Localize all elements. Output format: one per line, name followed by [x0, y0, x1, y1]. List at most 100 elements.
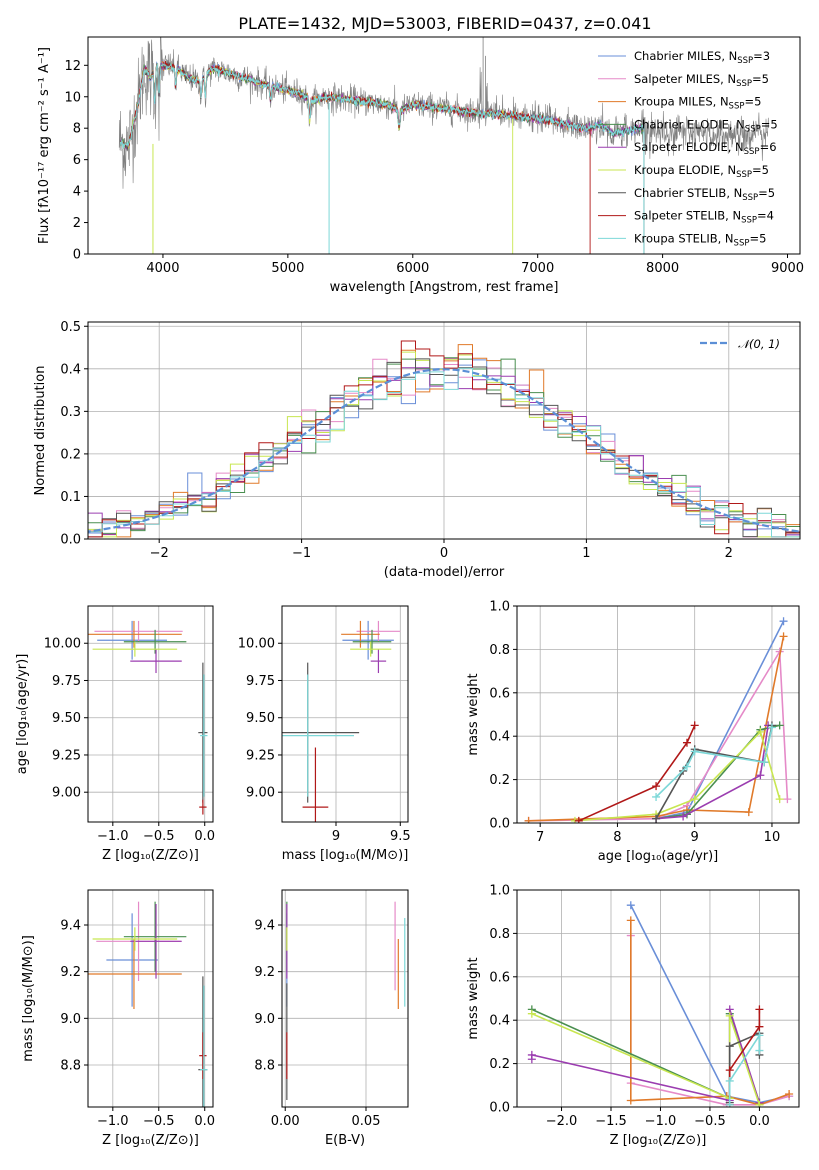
- histogram-xtick-label: 2: [725, 546, 733, 561]
- weight-vs-z-marker-kroupa_miles: [626, 916, 635, 925]
- spectrum-ytick-label: 2: [73, 216, 81, 231]
- mass-vs-ebv-xtick-label: 0.00: [271, 1114, 300, 1129]
- histogram-legend: 𝒩(0, 1): [700, 337, 780, 351]
- weight-vs-z-ytick-label: 1.0: [489, 884, 510, 899]
- age-vs-mass-xtick-label: 9.5: [390, 829, 411, 844]
- weight-vs-age-xlabel: age [log₁₀(age/yr)]: [598, 849, 719, 864]
- weight-vs-z-xtick-label: −0.5: [694, 1114, 726, 1129]
- age-vs-z-xtick-label: −1.0: [97, 829, 129, 844]
- weight-vs-age-spines: [516, 605, 800, 824]
- spectrum-legend: Chabrier MILES, NSSP=3 Salpeter MILES, NS…: [598, 49, 778, 248]
- histogram-salpeter_stelib: [88, 340, 800, 538]
- age-vs-z-ytick-label: 9.25: [52, 748, 81, 763]
- mass-vs-ebv-ytick-label: 9.4: [254, 919, 275, 934]
- weight-vs-z-ytick-label: 0.2: [489, 1057, 510, 1072]
- mass-vs-ebv-spines: [281, 889, 409, 1108]
- mass-vs-ebv-frame: 0.00 0.05 8.8 9.0 9.2 9.4 E(B-V): [254, 889, 409, 1148]
- legend-label-salpeter_elodie: Salpeter ELODIE, NSSP=6: [634, 140, 777, 157]
- spectrum-xtick-label: 6000: [396, 261, 429, 276]
- legend-label-salpeter_stelib: Salpeter STELIB, NSSP=4: [634, 209, 774, 226]
- weight-vs-z-xtick-label: −2.0: [546, 1114, 578, 1129]
- weight-vs-age-xtick-label: 9: [691, 830, 699, 845]
- weight-vs-age-frame: 7 8 9 10 0.0 0.2 0.4 0.6 0.8 1.0 age [log₁₀(age/yr…: [466, 600, 800, 864]
- weight-vs-z-marker-kroupa_elodie: [527, 1009, 536, 1018]
- histogram-ytick-label: 0.2: [60, 447, 81, 462]
- weight-vs-z-marker-salpeter_elodie: [527, 1050, 536, 1059]
- weight-vs-age-ytick-label: 1.0: [489, 600, 510, 615]
- age-vs-mass-ytick-label: 9.75: [246, 674, 275, 689]
- spectrum-xtick-label: 4000: [146, 261, 179, 276]
- weight-vs-z-frame: −2.0 −1.5 −1.0 −0.5 0.0 0.0 0.2 0.4 0.6 0.8 1.0 Z […: [466, 884, 800, 1148]
- weight-vs-age-ytick-label: 0.2: [489, 773, 510, 788]
- weight-vs-z-marker-kroupa_stelib: [755, 1046, 764, 1055]
- weight-vs-z-marker-kroupa_stelib: [725, 1076, 734, 1085]
- age-vs-z-xlabel: Z [log₁₀(Z/Z⊙)]: [102, 848, 199, 863]
- histogram-xtick-label: 1: [582, 546, 590, 561]
- histogram-ytick-label: 0.0: [60, 533, 81, 548]
- legend-label-kroupa_stelib: Kroupa STELIB, NSSP=5: [634, 231, 766, 248]
- mass-vs-z-plot-area: [88, 901, 208, 1107]
- histogram-kroupa_stelib: [88, 367, 800, 538]
- weight-vs-age-marker-kroupa_miles: [524, 816, 533, 823]
- weight-vs-age-xtick-label: 7: [536, 830, 544, 845]
- weight-vs-z-spines: [516, 889, 800, 1108]
- mass-vs-ebv-ytick-label: 9.0: [254, 1012, 275, 1027]
- spectrum-ytick-label: 8: [73, 122, 81, 137]
- weight-vs-age-ytick-label: 0.4: [489, 730, 510, 745]
- spectrum-model-kroupa_stelib: [120, 62, 645, 254]
- weight-vs-age-line-salpeter_elodie: [656, 725, 769, 820]
- weight-vs-age-marker-kroupa_elodie: [756, 727, 765, 736]
- weight-vs-age-ytick-label: 0.8: [489, 643, 510, 658]
- weight-vs-z-xtick-label: −1.0: [645, 1114, 677, 1129]
- spectrum-xtick-label: 5000: [271, 261, 304, 276]
- weight-vs-z-marker-salpeter_stelib: [725, 1066, 734, 1075]
- spectrum-ytick-label: 0: [73, 248, 81, 263]
- weight-vs-z-marker-kroupa_stelib: [755, 1031, 764, 1040]
- mass-vs-z-xtick-label: −0.5: [143, 1114, 175, 1129]
- age-vs-z-ytick-label: 9.50: [52, 711, 81, 726]
- spectrum-spines: [87, 36, 801, 255]
- histogram-ytick-label: 0.1: [60, 490, 81, 505]
- age-vs-mass-xtick-label: 9: [332, 829, 340, 844]
- weight-vs-age-ytick-label: 0.0: [489, 817, 510, 832]
- spectrum-ytick-label: 6: [73, 153, 81, 168]
- histogram-ytick-label: 0.4: [60, 362, 81, 377]
- mass-vs-ebv-xlabel: E(B-V): [325, 1133, 365, 1148]
- normal-curve: [88, 368, 800, 533]
- age-vs-mass-axes: [282, 606, 408, 822]
- weight-vs-z-marker-chabrier_miles: [626, 901, 635, 910]
- age-vs-z-ytick-label: 9.00: [52, 786, 81, 801]
- age-vs-z-ytick-label: 9.75: [52, 674, 81, 689]
- weight-vs-z-xtick-label: −1.5: [595, 1114, 627, 1129]
- weight-vs-z-marker-kroupa_stelib: [725, 1100, 734, 1107]
- weight-vs-z-ytick-label: 0.6: [489, 970, 510, 985]
- age-vs-mass-ytick-label: 9.25: [246, 748, 275, 763]
- mass-vs-ebv-xtick-label: 0.05: [352, 1114, 381, 1129]
- weight-vs-age-marker-kroupa_stelib: [690, 747, 699, 756]
- weight-vs-z-marker-kroupa_elodie: [755, 1100, 764, 1107]
- weight-vs-z-marker-salpeter_stelib: [755, 1022, 764, 1031]
- weight-vs-age-ytick-label: 0.6: [489, 686, 510, 701]
- weight-vs-age-marker-kroupa_stelib: [682, 762, 691, 771]
- weight-vs-z-marker-salpeter_stelib: [755, 1005, 764, 1014]
- mass-vs-z-xtick-label: 0.0: [194, 1114, 215, 1129]
- age-vs-mass-xlabel: mass [log₁₀(M/M⊙)]: [282, 848, 409, 863]
- legend-label-kroupa_elodie: Kroupa ELODIE, NSSP=5: [634, 163, 769, 180]
- mass-vs-z-ytick-label: 9.2: [60, 965, 81, 980]
- mass-vs-ebv-plot-area: [286, 901, 406, 1100]
- legend-label-kroupa_miles: Kroupa MILES, NSSP=5: [634, 95, 761, 112]
- histogram-xtick-label: −1: [292, 546, 311, 561]
- weight-vs-z-xlabel: Z [log₁₀(Z/Z⊙)]: [610, 1133, 707, 1148]
- weight-vs-age-xtick-label: 8: [613, 830, 621, 845]
- weight-vs-age-marker-salpeter_stelib: [682, 738, 691, 747]
- age-vs-z-ylabel: age [log₁₀(age/yr)]: [15, 654, 30, 775]
- age-vs-z-spines: [87, 605, 214, 823]
- mass-vs-z-xlabel: Z [log₁₀(Z/Z⊙)]: [102, 1133, 199, 1148]
- weight-vs-age-marker-kroupa_elodie: [775, 795, 784, 804]
- weight-vs-age-marker-kroupa_stelib: [652, 792, 661, 801]
- weight-vs-age-marker-chabrier_stelib: [652, 814, 661, 823]
- weight-vs-age-marker-kroupa_elodie: [690, 795, 699, 804]
- weight-vs-age-marker-salpeter_elodie: [679, 812, 688, 821]
- mass-vs-z-ytick-label: 9.4: [60, 919, 81, 934]
